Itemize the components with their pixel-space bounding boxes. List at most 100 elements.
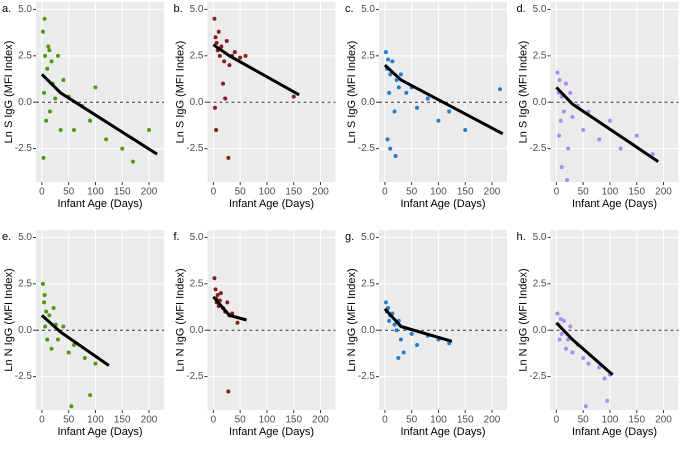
point	[223, 96, 228, 101]
point	[404, 90, 409, 95]
point	[607, 118, 612, 123]
point	[224, 38, 229, 43]
y-tick-label: 5.0	[190, 4, 204, 15]
x-axis-label: Infant Age (Days)	[401, 426, 486, 438]
point	[214, 128, 219, 133]
point	[396, 85, 401, 90]
y-tick-label: -2.5	[186, 143, 204, 154]
point	[214, 40, 219, 45]
x-axis-label: Infant Age (Days)	[229, 426, 314, 438]
y-tick-label: -2.5	[186, 371, 204, 382]
panel-label: a.	[2, 3, 11, 15]
point	[557, 77, 562, 82]
point	[401, 350, 406, 355]
point	[581, 356, 586, 361]
panel-label: d.	[517, 3, 526, 15]
point	[597, 137, 602, 142]
point	[564, 346, 569, 351]
fit-line	[555, 321, 614, 376]
point	[559, 331, 564, 336]
panel-label: f.	[174, 231, 180, 243]
point	[93, 361, 98, 366]
x-tick-label: 100	[259, 415, 276, 426]
y-tick-label: -2.5	[529, 371, 547, 382]
point	[51, 305, 56, 310]
point	[386, 57, 391, 62]
x-tick-label: 0	[554, 415, 560, 426]
y-axis-label: Ln N IgG (MFI Index)	[174, 268, 186, 371]
point	[104, 137, 109, 142]
y-tick-label: 0.0	[18, 325, 32, 336]
x-tick-label: 200	[312, 187, 329, 198]
x-tick-label: 150	[457, 415, 474, 426]
x-tick-label: 0	[211, 187, 217, 198]
point	[44, 309, 49, 314]
point	[222, 59, 227, 64]
plot-background	[379, 2, 507, 182]
y-tick-label: -2.5	[15, 371, 33, 382]
x-tick-label: 150	[628, 415, 645, 426]
point	[72, 128, 77, 133]
y-tick-label: 2.5	[190, 278, 204, 289]
point	[392, 322, 397, 327]
point	[602, 376, 607, 381]
x-tick-label: 100	[87, 415, 104, 426]
y-tick-label: 5.0	[361, 4, 375, 15]
point	[555, 70, 560, 75]
point	[61, 324, 66, 329]
y-tick-label: 5.0	[18, 232, 32, 243]
point	[72, 343, 77, 348]
y-tick-label: 0.0	[533, 97, 547, 108]
point	[566, 337, 571, 342]
x-tick-label: 100	[259, 187, 276, 198]
x-tick-label: 0	[382, 415, 388, 426]
point	[221, 81, 226, 86]
point	[634, 133, 639, 138]
point	[243, 53, 248, 58]
point	[398, 337, 403, 342]
point	[561, 109, 566, 114]
point	[394, 328, 399, 333]
point	[42, 300, 47, 305]
x-axis-label: Infant Age (Days)	[58, 426, 143, 438]
y-tick-label: 2.5	[361, 278, 375, 289]
panel-label: b.	[174, 3, 183, 15]
point	[568, 324, 573, 329]
point	[393, 154, 398, 159]
panel: 0 50 100 150 200 -2.5 0.0 2.5 5.0 h. Infant Age (D…	[517, 230, 679, 438]
point	[61, 77, 66, 82]
point	[213, 35, 218, 40]
plot-background	[207, 2, 336, 182]
point	[225, 300, 230, 305]
point	[217, 53, 222, 58]
y-tick-label: 2.5	[533, 50, 547, 61]
point	[383, 50, 388, 55]
point	[566, 146, 571, 151]
x-tick-label: 50	[63, 187, 75, 198]
x-tick-label: 100	[602, 415, 619, 426]
panel: 0 50 100 150 200 -2.5 0.0 2.5 5.0 c. Infant Age (D…	[345, 2, 507, 210]
point	[570, 350, 575, 355]
point	[561, 318, 566, 323]
point	[42, 292, 47, 297]
point	[215, 292, 220, 297]
point	[88, 118, 93, 123]
point	[226, 155, 231, 160]
point	[568, 90, 573, 95]
y-tick-label: 0.0	[533, 325, 547, 336]
plot-background	[36, 2, 164, 182]
x-tick-label: 150	[285, 415, 302, 426]
y-tick-label: 2.5	[18, 50, 32, 61]
point	[586, 361, 591, 366]
x-tick-label: 100	[602, 187, 619, 198]
point	[49, 346, 54, 351]
point	[45, 66, 50, 71]
x-tick-label: 50	[235, 415, 247, 426]
x-tick-label: 50	[63, 415, 75, 426]
point	[386, 305, 391, 310]
x-tick-label: 200	[484, 415, 501, 426]
y-tick-label: 0.0	[18, 97, 32, 108]
x-tick-label: 50	[235, 187, 247, 198]
point	[232, 50, 237, 55]
x-tick-label: 50	[406, 187, 418, 198]
